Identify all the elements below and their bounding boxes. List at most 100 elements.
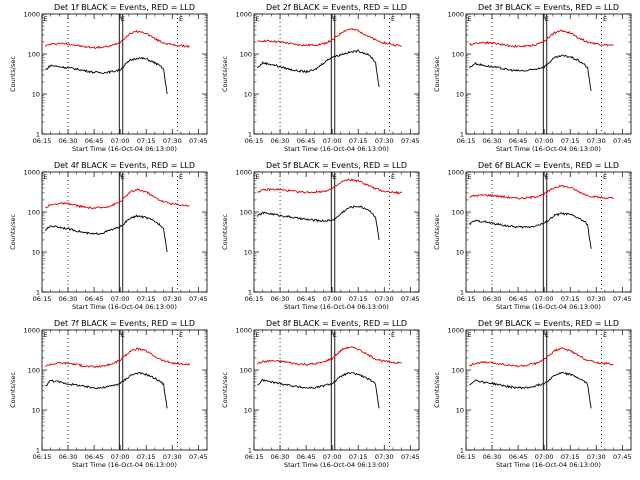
x-axis-label: Start Time (16-Oct-04 06:13:00)	[72, 303, 177, 311]
panel-title: Det 4f BLACK = Events, RED = LLD	[54, 161, 195, 170]
plot-frame	[41, 13, 208, 135]
panel-7: Det 7f BLACK = Events, RED = LLD 1 10 100 10…	[9, 319, 208, 469]
x-tick-label: 07:45	[401, 137, 420, 145]
series-events-line	[469, 212, 592, 249]
x-tick-label: 07:00	[535, 295, 554, 303]
flag-label: E	[603, 15, 607, 23]
x-tick-label: 06:15	[245, 295, 264, 303]
y-tick-label: 100	[452, 367, 464, 375]
series-events-line	[45, 371, 168, 409]
plot-frame	[465, 13, 632, 135]
x-tick-label: 07:00	[111, 295, 130, 303]
series-events-line	[257, 49, 380, 88]
flag-label: E	[468, 15, 472, 23]
panel-title: Det 2f BLACK = Events, RED = LLD	[266, 3, 407, 12]
flag-label: E	[121, 15, 125, 23]
x-tick-label: 07:00	[535, 137, 554, 145]
x-tick-label: 06:45	[509, 137, 528, 145]
x-tick-label: 06:45	[85, 453, 104, 461]
x-axis-label: Start Time (16-Oct-04 06:13:00)	[72, 145, 177, 153]
x-tick-label: 06:30	[483, 295, 502, 303]
y-tick-label: 1000	[23, 327, 40, 335]
x-tick-label: 06:30	[59, 453, 78, 461]
series-events-line	[257, 371, 380, 409]
x-tick-label: 06:45	[509, 295, 528, 303]
y-tick-label: 100	[28, 51, 40, 59]
x-tick-label: 07:45	[613, 295, 632, 303]
series-lld-line	[469, 29, 614, 48]
plot-frame	[253, 329, 420, 451]
x-tick-label: 06:15	[33, 137, 52, 145]
x-tick-label: 07:00	[111, 453, 130, 461]
x-tick-label: 07:45	[613, 453, 632, 461]
x-tick-label: 07:30	[375, 295, 394, 303]
x-tick-label: 06:45	[297, 137, 316, 145]
x-tick-label: 06:45	[85, 295, 104, 303]
flag-label: E	[391, 331, 395, 339]
flag-label: E	[44, 331, 48, 339]
y-axis-label: Counts/sec	[221, 56, 229, 92]
y-tick-label: 10	[456, 249, 464, 257]
x-tick-label: 06:15	[33, 453, 52, 461]
panel-title: Det 7f BLACK = Events, RED = LLD	[54, 319, 195, 328]
panel-title: Det 8f BLACK = Events, RED = LLD	[266, 319, 407, 328]
y-axis-label: Counts/sec	[221, 372, 229, 408]
y-tick-label: 1000	[23, 169, 40, 177]
y-tick-label: 1	[460, 289, 464, 297]
y-tick-label: 1000	[23, 11, 40, 19]
y-tick-label: 1	[36, 131, 40, 139]
flag-label: E	[121, 331, 125, 339]
panel-2: Det 2f BLACK = Events, RED = LLD 1 10 100 10…	[221, 3, 420, 153]
y-axis-label: Counts/sec	[221, 214, 229, 250]
plot-frame	[41, 171, 208, 293]
series-events-line	[45, 214, 168, 253]
y-axis-label: Counts/sec	[9, 56, 17, 92]
x-tick-label: 07:45	[189, 295, 208, 303]
flag-label: E	[545, 331, 549, 339]
x-tick-label: 07:00	[323, 453, 342, 461]
flag-label: E	[545, 173, 549, 181]
plot-frame	[465, 171, 632, 293]
series-lld-line	[45, 29, 190, 50]
x-tick-label: 07:45	[613, 137, 632, 145]
y-tick-label: 1000	[447, 169, 464, 177]
series-lld-line	[257, 346, 402, 366]
x-tick-label: 07:45	[189, 453, 208, 461]
y-axis-label: Counts/sec	[9, 372, 17, 408]
y-axis-label: Counts/sec	[433, 372, 441, 408]
y-tick-label: 1	[248, 289, 252, 297]
x-tick-label: 07:30	[587, 137, 606, 145]
x-tick-label: 07:15	[137, 295, 156, 303]
y-tick-label: 10	[244, 407, 252, 415]
x-tick-label: 06:15	[457, 137, 476, 145]
x-axis-label: Start Time (16-Oct-04 06:13:00)	[284, 303, 389, 311]
x-tick-label: 06:45	[297, 295, 316, 303]
x-tick-label: 07:30	[375, 137, 394, 145]
flag-label: E	[333, 331, 337, 339]
y-axis-label: Counts/sec	[433, 56, 441, 92]
x-tick-label: 06:15	[245, 453, 264, 461]
x-tick-label: 06:30	[271, 137, 290, 145]
panel-title: Det 5f BLACK = Events, RED = LLD	[266, 161, 407, 170]
x-tick-label: 06:30	[483, 137, 502, 145]
y-tick-label: 10	[244, 91, 252, 99]
x-tick-label: 06:45	[85, 137, 104, 145]
x-tick-label: 07:15	[137, 137, 156, 145]
flag-label: E	[256, 331, 260, 339]
y-tick-label: 1000	[447, 11, 464, 19]
x-tick-label: 07:00	[323, 137, 342, 145]
y-tick-label: 100	[28, 209, 40, 217]
y-tick-label: 10	[32, 407, 40, 415]
x-tick-label: 06:45	[509, 453, 528, 461]
x-tick-label: 07:15	[349, 295, 368, 303]
x-tick-label: 07:00	[535, 453, 554, 461]
plot-frame	[465, 329, 632, 451]
x-tick-label: 07:30	[375, 453, 394, 461]
x-tick-label: 06:30	[271, 453, 290, 461]
series-lld-line	[257, 178, 402, 195]
flag-label: E	[545, 15, 549, 23]
flag-label: E	[391, 173, 395, 181]
panel-title: Det 3f BLACK = Events, RED = LLD	[478, 3, 619, 12]
x-axis-label: Start Time (16-Oct-04 06:13:00)	[496, 145, 601, 153]
flag-label: E	[179, 15, 183, 23]
